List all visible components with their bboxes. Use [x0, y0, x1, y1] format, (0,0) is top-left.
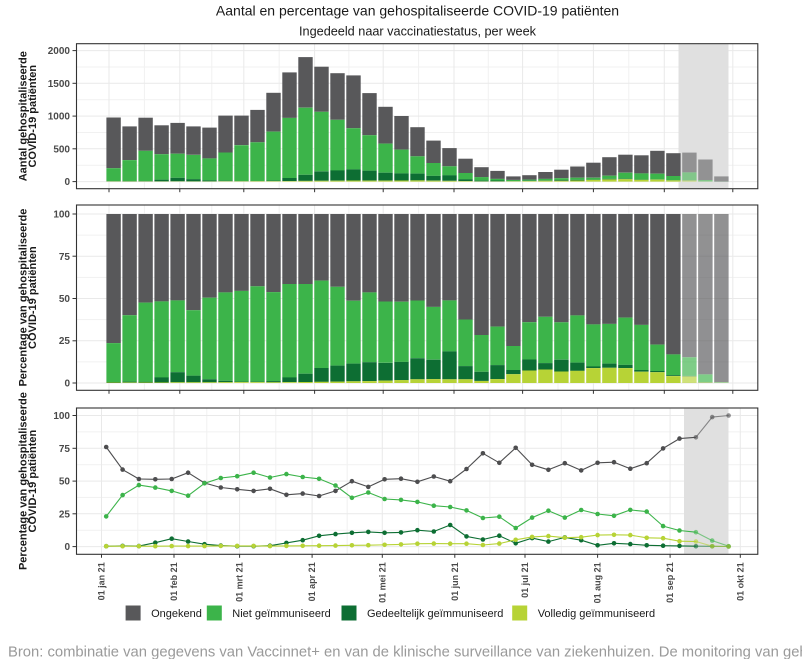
- svg-text:01 jul 21: 01 jul 21: [520, 562, 530, 598]
- svg-text:01 jun 21: 01 jun 21: [450, 562, 460, 601]
- svg-text:01 apr 21: 01 apr 21: [307, 562, 317, 601]
- svg-text:Bron: combinatie van gegevens: Bron: combinatie van gegevens van Vaccin…: [8, 645, 802, 659]
- svg-text:25: 25: [59, 509, 71, 520]
- svg-text:1000: 1000: [48, 112, 71, 123]
- svg-text:0: 0: [64, 177, 70, 188]
- svg-text:COVID-19 patiënten: COVID-19 patiënten: [27, 429, 39, 532]
- svg-text:Percentage van gehospitaliseer: Percentage van gehospitaliseerde: [18, 209, 30, 387]
- svg-text:75: 75: [59, 444, 71, 455]
- svg-text:01 jan 21: 01 jan 21: [97, 562, 107, 600]
- svg-text:01 feb 21: 01 feb 21: [169, 562, 179, 601]
- svg-text:01 mrt 21: 01 mrt 21: [235, 562, 245, 602]
- svg-text:Aantal gehospitaliseerde: Aantal gehospitaliseerde: [18, 51, 30, 181]
- svg-text:0: 0: [64, 379, 70, 390]
- svg-text:50: 50: [59, 477, 71, 488]
- svg-text:Ingedeeld naar vaccinatiestatu: Ingedeeld naar vaccinatiestatus, per wee…: [299, 25, 537, 39]
- svg-text:1500: 1500: [48, 79, 71, 90]
- svg-text:01 mei 21: 01 mei 21: [377, 562, 387, 603]
- svg-text:COVID-19 patiënten: COVID-19 patiënten: [27, 65, 39, 168]
- svg-text:100: 100: [53, 210, 70, 221]
- svg-text:COVID-19 patiënten: COVID-19 patiënten: [27, 246, 39, 349]
- svg-text:75: 75: [59, 252, 71, 263]
- svg-text:50: 50: [59, 294, 71, 305]
- svg-text:Niet geïmmuniseerd: Niet geïmmuniseerd: [232, 608, 330, 620]
- svg-text:Aantal en percentage van gehos: Aantal en percentage van gehospitaliseer…: [216, 3, 619, 19]
- svg-text:01 okt 21: 01 okt 21: [735, 562, 745, 601]
- svg-text:0: 0: [64, 542, 70, 553]
- svg-text:Ongekend: Ongekend: [151, 608, 202, 620]
- svg-text:Gedeeltelijk geïmmuniseerd: Gedeeltelijk geïmmuniseerd: [367, 608, 503, 620]
- svg-text:2000: 2000: [48, 46, 71, 57]
- svg-text:500: 500: [53, 144, 70, 155]
- svg-text:01 sep 21: 01 sep 21: [665, 562, 675, 603]
- svg-text:Volledig geïmmuniseerd: Volledig geïmmuniseerd: [538, 608, 655, 620]
- svg-text:100: 100: [53, 411, 70, 422]
- svg-text:Percentage van gehospitaliseer: Percentage van gehospitaliseerde: [18, 392, 30, 570]
- svg-text:01 aug 21: 01 aug 21: [593, 562, 603, 603]
- svg-text:25: 25: [59, 336, 71, 347]
